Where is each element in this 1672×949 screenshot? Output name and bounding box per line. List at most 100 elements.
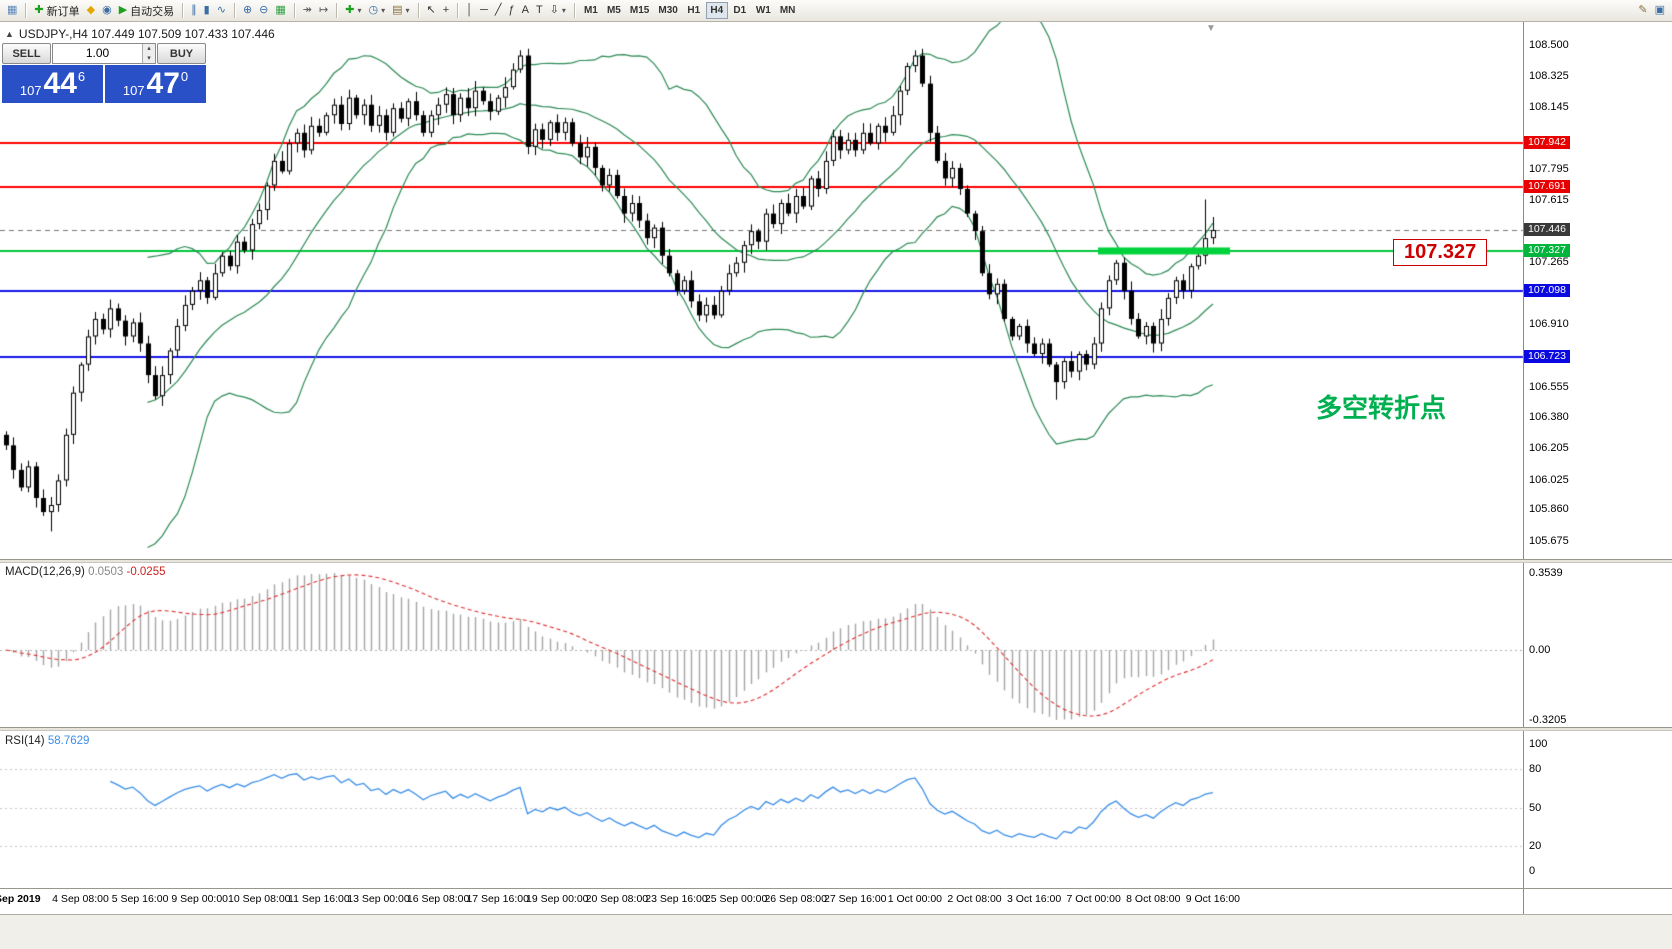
one-click-toggle-icon[interactable]: ▲ bbox=[5, 29, 14, 39]
axis-tick-label: 108.500 bbox=[1529, 39, 1569, 51]
line-chart-button[interactable]: ∿ bbox=[214, 1, 229, 20]
fibonacci-button[interactable]: ƒ bbox=[505, 1, 517, 20]
fibonacci-icon: ƒ bbox=[508, 4, 515, 16]
time-axis-label: 27 Sep 16:00 bbox=[824, 893, 887, 905]
axis-tick-label: 108.325 bbox=[1529, 69, 1569, 82]
tile-windows-button[interactable]: ▦ bbox=[272, 1, 288, 20]
timeframe-m15-button[interactable]: M15 bbox=[626, 2, 653, 19]
axis-tick-label: 0.00 bbox=[1529, 644, 1551, 656]
sell-button[interactable]: SELL bbox=[2, 43, 51, 64]
timeframe-mn-button[interactable]: MN bbox=[776, 2, 800, 19]
timeframe-h4-button[interactable]: H4 bbox=[705, 2, 728, 19]
metaeditor-button[interactable]: ◆ bbox=[84, 1, 98, 20]
autotrading-button[interactable]: ▶ 自动交易 bbox=[116, 1, 177, 20]
zoom-in-button[interactable]: ⊕ bbox=[240, 1, 255, 20]
chart-title-text: USDJPY-,H4 107.449 107.509 107.433 107.4… bbox=[18, 27, 275, 41]
caret-down-icon: ▾ bbox=[405, 6, 410, 15]
macd-name: MACD(12,26,9) bbox=[5, 566, 85, 578]
toolbar-separator bbox=[233, 3, 235, 18]
zoom-out-button[interactable]: ⊖ bbox=[256, 1, 271, 20]
panel-separator[interactable] bbox=[0, 559, 1672, 563]
toolbar-separator bbox=[182, 3, 184, 18]
crosshair-button[interactable]: + bbox=[440, 1, 452, 20]
axis-tick-label: 0 bbox=[1529, 865, 1536, 877]
horizontal-line-button[interactable]: ─ bbox=[477, 1, 491, 20]
vertical-line-icon: │ bbox=[466, 4, 474, 16]
text-button[interactable]: A bbox=[519, 1, 532, 20]
spin-down-icon[interactable]: ▾ bbox=[143, 53, 155, 63]
trade-prices-row: 107 44 6 107 47 0 bbox=[2, 65, 206, 103]
chart-shift-button[interactable]: ↦ bbox=[316, 1, 331, 20]
vertical-line-button[interactable]: │ bbox=[463, 1, 476, 20]
main-toolbar: ▦ ✚ 新订单 ◆ ◉ ▶ 自动交易 ∥ ▮ ∿ ⊕ ⊖ ▦ ↠ ↦ ✚ ▾ ◷ ▾ ▤ ▾ ↖ + │ ─ ╱ ƒ A T ⇩ ▾ M1 M5… bbox=[0, 0, 1672, 22]
window-list-icon: ▣ bbox=[1654, 4, 1665, 16]
time-axis-label: 26 Sep 08:00 bbox=[764, 893, 827, 905]
caret-down-icon: ▾ bbox=[357, 6, 362, 15]
chart-shift-icon: ↦ bbox=[319, 4, 329, 16]
charts-window-icon: ▦ bbox=[7, 4, 18, 16]
trendline-button[interactable]: ╱ bbox=[492, 1, 505, 20]
timeframe-d1-button[interactable]: D1 bbox=[729, 2, 751, 19]
price-callout-label[interactable]: 107.327 bbox=[1393, 239, 1488, 266]
axis-tick-label: 0.3539 bbox=[1529, 567, 1563, 579]
axis-tick-label: 106.380 bbox=[1529, 411, 1569, 424]
panel-separator[interactable] bbox=[0, 727, 1672, 731]
label-button[interactable]: T bbox=[533, 1, 546, 20]
macd-main-value: 0.0503 bbox=[88, 566, 124, 578]
time-axis-line bbox=[0, 888, 1672, 889]
templates-menu-button[interactable]: ▤ ▾ bbox=[389, 1, 412, 20]
time-axis-label: 8 Oct 08:00 bbox=[1126, 893, 1181, 905]
chart-properties-button[interactable]: ✎ bbox=[1635, 1, 1650, 20]
autotrading-icon: ▶ bbox=[118, 4, 128, 16]
volume-field[interactable]: 1.00 ▴ ▾ bbox=[52, 43, 156, 64]
trade-controls-row: SELL 1.00 ▴ ▾ BUY bbox=[2, 43, 206, 64]
rsi-value: 58.7629 bbox=[47, 735, 90, 747]
axis-tick-label: 80 bbox=[1529, 763, 1542, 776]
cursor-button[interactable]: ↖ bbox=[424, 1, 439, 20]
time-axis-label: 25 Sep 00:00 bbox=[704, 893, 768, 905]
arrows-menu-button[interactable]: ⇩ ▾ bbox=[547, 1, 569, 20]
axis-tick-label: 107.615 bbox=[1529, 194, 1569, 207]
timeframe-m1-button[interactable]: M1 bbox=[580, 2, 602, 19]
indicators-menu-button[interactable]: ✚ ▾ bbox=[342, 1, 364, 20]
time-axis-label: 5 Sep 16:00 bbox=[111, 893, 169, 905]
volume-spinner[interactable]: ▴ ▾ bbox=[142, 44, 155, 63]
price-axis-border bbox=[1523, 22, 1524, 914]
buy-price-sup: 0 bbox=[180, 69, 189, 84]
sell-price[interactable]: 107 44 6 bbox=[2, 65, 103, 103]
charts-window-button[interactable]: ▦ bbox=[4, 1, 20, 20]
candles-chart-button[interactable]: ▮ bbox=[201, 1, 213, 20]
time-axis-label: 3 Oct 16:00 bbox=[1006, 893, 1062, 905]
turning-point-annotation[interactable]: 多空转折点 bbox=[1316, 393, 1447, 423]
timeframe-w1-button[interactable]: W1 bbox=[752, 2, 775, 19]
time-axis-label: 9 Sep 00:00 bbox=[171, 893, 229, 905]
time-axis-label: 9 Oct 16:00 bbox=[1185, 893, 1241, 905]
bars-chart-button[interactable]: ∥ bbox=[188, 1, 200, 20]
chart-properties-icon: ✎ bbox=[1638, 4, 1648, 16]
axis-tick-label: 106.910 bbox=[1529, 318, 1569, 331]
metaeditor-icon: ◆ bbox=[86, 4, 96, 16]
timeframe-h1-button[interactable]: H1 bbox=[683, 2, 705, 19]
window-list-button[interactable]: ▣ bbox=[1652, 1, 1668, 20]
chart-shift-marker-icon[interactable]: ▼ bbox=[1206, 23, 1216, 34]
time-axis-label: 20 Sep 08:00 bbox=[585, 893, 649, 905]
axis-tick-label: 105.860 bbox=[1529, 502, 1569, 515]
new-order-button[interactable]: ✚ 新订单 bbox=[31, 1, 82, 20]
timeframe-m30-button[interactable]: M30 bbox=[654, 2, 681, 19]
axis-tick-label: 108.145 bbox=[1529, 101, 1569, 114]
axis-tick-label: 105.675 bbox=[1529, 535, 1569, 548]
toolbar-separator bbox=[457, 3, 459, 18]
spin-up-icon[interactable]: ▴ bbox=[143, 44, 155, 54]
macd-signal-value: -0.0255 bbox=[126, 566, 166, 578]
buy-price-prefix: 107 bbox=[122, 83, 145, 98]
buy-price[interactable]: 107 47 0 bbox=[105, 65, 206, 103]
timeframe-m5-button[interactable]: M5 bbox=[603, 2, 625, 19]
community-button[interactable]: ◉ bbox=[99, 1, 115, 20]
auto-scroll-button[interactable]: ↠ bbox=[300, 1, 315, 20]
horizontal-line-icon: ─ bbox=[480, 4, 488, 16]
time-axis-label: 10 Sep 08:00 bbox=[228, 893, 291, 905]
buy-button[interactable]: BUY bbox=[157, 43, 206, 64]
periods-menu-button[interactable]: ◷ ▾ bbox=[365, 1, 388, 20]
